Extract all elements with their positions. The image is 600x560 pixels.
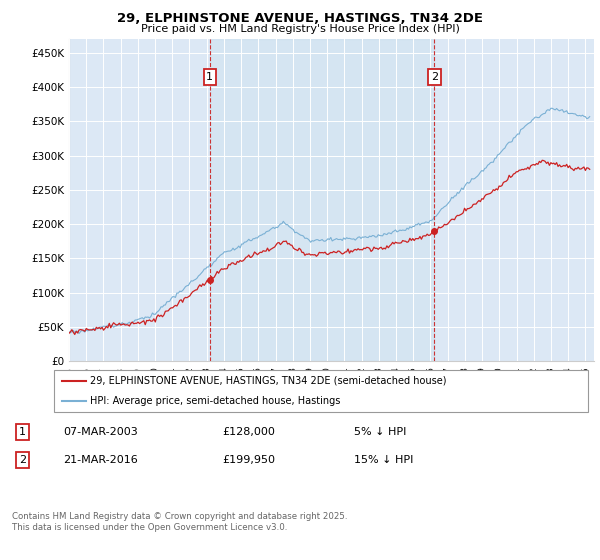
Text: 5% ↓ HPI: 5% ↓ HPI xyxy=(354,427,406,437)
Text: 29, ELPHINSTONE AVENUE, HASTINGS, TN34 2DE (semi-detached house): 29, ELPHINSTONE AVENUE, HASTINGS, TN34 2… xyxy=(91,376,447,386)
Text: £128,000: £128,000 xyxy=(222,427,275,437)
Text: 2: 2 xyxy=(19,455,26,465)
Bar xyxy=(210,39,434,361)
Text: 1: 1 xyxy=(19,427,26,437)
Text: 29, ELPHINSTONE AVENUE, HASTINGS, TN34 2DE: 29, ELPHINSTONE AVENUE, HASTINGS, TN34 2… xyxy=(117,12,483,25)
Text: 21-MAR-2016: 21-MAR-2016 xyxy=(63,455,138,465)
Text: HPI: Average price, semi-detached house, Hastings: HPI: Average price, semi-detached house,… xyxy=(91,396,341,406)
Text: 07-MAR-2003: 07-MAR-2003 xyxy=(63,427,138,437)
Text: Contains HM Land Registry data © Crown copyright and database right 2025.
This d: Contains HM Land Registry data © Crown c… xyxy=(12,512,347,532)
Text: 1: 1 xyxy=(206,72,214,82)
FancyBboxPatch shape xyxy=(54,370,588,412)
Text: Price paid vs. HM Land Registry's House Price Index (HPI): Price paid vs. HM Land Registry's House … xyxy=(140,24,460,34)
Text: 2: 2 xyxy=(431,72,438,82)
Text: £199,950: £199,950 xyxy=(222,455,275,465)
Text: 15% ↓ HPI: 15% ↓ HPI xyxy=(354,455,413,465)
